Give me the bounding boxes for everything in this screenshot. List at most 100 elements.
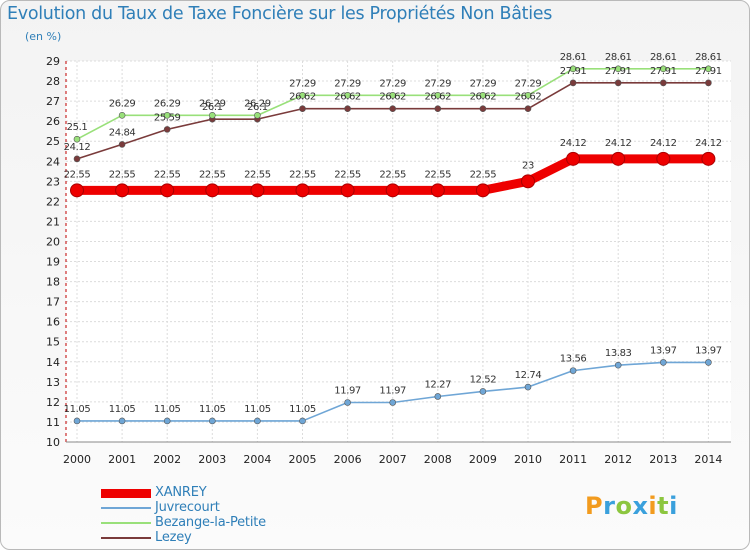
data-label: 22.55 [424, 169, 451, 180]
data-point [205, 183, 220, 198]
data-label: 13.56 [560, 354, 587, 365]
y-tick-label: 23 [46, 175, 60, 188]
data-point [389, 399, 397, 406]
data-point [209, 417, 216, 425]
data-label: 13.97 [650, 345, 677, 356]
data-point [479, 105, 487, 113]
data-label: 25.59 [154, 112, 181, 123]
data-point [659, 79, 667, 87]
data-point [524, 105, 532, 113]
data-label: 22.55 [64, 169, 91, 180]
x-tick-label: 2003 [198, 453, 226, 466]
data-label: 22.55 [199, 169, 226, 180]
data-point [160, 183, 175, 198]
legend-label: Juvrecourt [155, 500, 220, 515]
data-label: 27.29 [424, 78, 451, 89]
y-tick-label: 16 [46, 316, 60, 329]
data-label: 24.12 [560, 138, 587, 149]
data-point [163, 126, 171, 133]
data-label: 11.05 [109, 404, 136, 415]
data-label: 26.29 [109, 98, 136, 109]
logo-letter: t [657, 492, 670, 520]
data-point [73, 155, 81, 163]
data-point [118, 112, 126, 119]
data-label: 24.12 [650, 138, 677, 149]
data-point [389, 91, 397, 99]
data-label: 13.97 [695, 345, 722, 356]
x-tick-label: 2010 [514, 453, 542, 466]
data-point [209, 112, 216, 119]
data-label: 11.05 [64, 404, 91, 415]
data-point [656, 151, 671, 166]
data-point [254, 112, 261, 119]
data-label: 26.1 [247, 102, 268, 113]
data-point [614, 65, 622, 73]
data-label: 26.62 [470, 92, 497, 103]
data-point [344, 105, 351, 113]
data-point [569, 79, 577, 87]
legend-swatch [101, 522, 151, 524]
data-point [344, 91, 351, 99]
data-point [73, 135, 81, 143]
x-tick-label: 2001 [108, 453, 136, 466]
data-label: 24.12 [695, 138, 722, 149]
data-label: 13.83 [605, 348, 632, 359]
y-tick-label: 20 [46, 235, 60, 248]
x-tick-label: 2008 [424, 453, 452, 466]
x-tick-label: 2013 [649, 453, 677, 466]
data-point [70, 183, 84, 198]
chart-title: Evolution du Taux de Taxe Foncière sur l… [7, 4, 553, 24]
data-point [614, 79, 622, 87]
data-point [254, 417, 261, 425]
data-label: 26.29 [154, 98, 181, 109]
data-point [295, 183, 310, 198]
x-tick-label: 2012 [604, 453, 632, 466]
data-label: 26.62 [289, 92, 316, 103]
x-tick-label: 2014 [694, 453, 722, 466]
logo-letter: x [632, 492, 649, 520]
data-label: 27.91 [650, 66, 677, 77]
data-point [344, 399, 351, 406]
y-tick-label: 11 [46, 416, 60, 429]
data-point [430, 183, 445, 198]
data-label: 26.29 [199, 98, 226, 109]
y-tick-label: 28 [46, 75, 60, 88]
data-label: 25.1 [67, 122, 88, 133]
legend-label: Bezange-la-Petite [155, 515, 266, 530]
x-tick-label: 2000 [63, 453, 91, 466]
data-label: 12.74 [515, 370, 542, 381]
data-label: 24.12 [605, 138, 632, 149]
data-point [299, 105, 306, 113]
x-tick-label: 2009 [469, 453, 497, 466]
legend-label: XANREY [155, 485, 207, 500]
legend-label: Lezey [155, 530, 192, 545]
x-tick-label: 2006 [334, 453, 362, 466]
unit-label: (en %) [25, 30, 62, 43]
data-point [389, 105, 397, 113]
data-label: 24.12 [64, 142, 91, 153]
data-point [434, 105, 442, 113]
data-label: 22.55 [470, 169, 497, 180]
data-label: 27.91 [695, 66, 722, 77]
y-tick-label: 25 [46, 135, 60, 148]
y-tick-label: 29 [46, 55, 60, 68]
data-label: 22.55 [154, 169, 181, 180]
data-point [569, 367, 577, 374]
data-label: 27.91 [605, 66, 632, 77]
data-point [705, 359, 712, 366]
data-point [479, 388, 487, 395]
data-label: 26.29 [244, 98, 271, 109]
data-label: 27.29 [289, 78, 316, 89]
data-point [479, 91, 487, 99]
data-point [705, 65, 712, 73]
data-label: 11.97 [379, 385, 406, 396]
data-point [163, 417, 171, 425]
data-point [475, 183, 490, 198]
data-label: 27.29 [379, 78, 406, 89]
legend-swatch [101, 537, 151, 539]
data-point [659, 359, 667, 366]
data-label: 28.61 [605, 52, 632, 63]
y-tick-label: 14 [46, 356, 60, 369]
proxiti-logo: Proxiti [585, 492, 678, 520]
